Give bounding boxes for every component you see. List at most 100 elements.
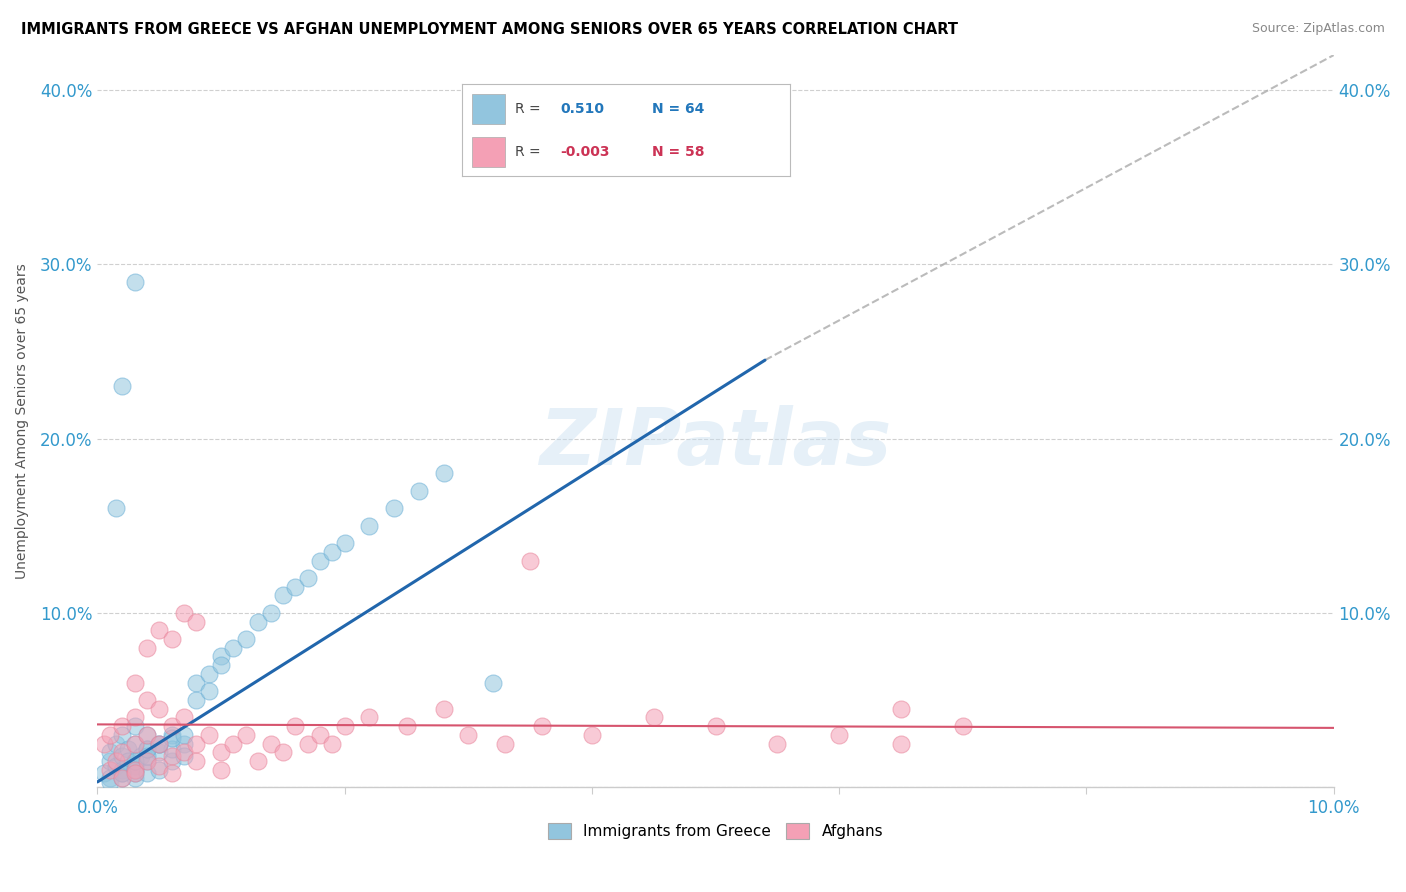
Point — [124, 772, 146, 786]
Point — [160, 748, 183, 763]
Text: ZIPatlas: ZIPatlas — [540, 405, 891, 481]
Point — [209, 763, 232, 777]
Point — [111, 719, 134, 733]
Point — [581, 728, 603, 742]
Point — [98, 775, 121, 789]
Point — [124, 763, 146, 777]
Point — [247, 754, 270, 768]
Point — [259, 606, 281, 620]
Legend: Immigrants from Greece, Afghans: Immigrants from Greece, Afghans — [541, 817, 889, 846]
Point — [297, 571, 319, 585]
Point — [98, 772, 121, 786]
Point — [124, 766, 146, 780]
Point — [124, 737, 146, 751]
Point — [124, 710, 146, 724]
Point — [160, 632, 183, 646]
Point — [222, 737, 245, 751]
Point — [259, 737, 281, 751]
Point — [105, 737, 128, 751]
Point — [111, 379, 134, 393]
Point — [135, 754, 157, 768]
Point — [643, 710, 665, 724]
Point — [129, 748, 152, 763]
Point — [186, 615, 208, 629]
Point — [117, 754, 139, 768]
Point — [284, 719, 307, 733]
Point — [173, 606, 195, 620]
Point — [124, 737, 146, 751]
Point — [160, 766, 183, 780]
Point — [494, 737, 516, 751]
Point — [382, 501, 405, 516]
Point — [284, 580, 307, 594]
Point — [111, 728, 134, 742]
Point — [359, 710, 381, 724]
Point — [321, 737, 343, 751]
Point — [105, 754, 128, 768]
Point — [186, 675, 208, 690]
Point — [148, 624, 170, 638]
Point — [93, 737, 115, 751]
Point — [135, 741, 157, 756]
Point — [457, 728, 479, 742]
Point — [135, 728, 157, 742]
Point — [828, 728, 851, 742]
Point — [186, 754, 208, 768]
Point — [519, 553, 541, 567]
Point — [135, 728, 157, 742]
Point — [160, 741, 183, 756]
Point — [111, 745, 134, 759]
Point — [124, 763, 146, 777]
Point — [222, 640, 245, 655]
Point — [98, 745, 121, 759]
Point — [433, 702, 456, 716]
Point — [173, 745, 195, 759]
Point — [408, 483, 430, 498]
Point — [93, 766, 115, 780]
Point — [148, 737, 170, 751]
Point — [98, 754, 121, 768]
Point — [124, 719, 146, 733]
Point — [148, 702, 170, 716]
Point — [890, 702, 912, 716]
Point — [124, 759, 146, 773]
Point — [111, 748, 134, 763]
Point — [98, 763, 121, 777]
Point — [173, 728, 195, 742]
Point — [235, 632, 257, 646]
Point — [247, 615, 270, 629]
Point — [148, 737, 170, 751]
Point — [309, 728, 332, 742]
Point — [395, 719, 418, 733]
Point — [271, 745, 294, 759]
Point — [111, 766, 134, 780]
Point — [209, 745, 232, 759]
Point — [111, 772, 134, 786]
Point — [105, 759, 128, 773]
Point — [359, 518, 381, 533]
Point — [173, 710, 195, 724]
Point — [124, 766, 146, 780]
Point — [135, 766, 157, 780]
Point — [111, 772, 134, 786]
Text: Source: ZipAtlas.com: Source: ZipAtlas.com — [1251, 22, 1385, 36]
Point — [321, 545, 343, 559]
Point — [173, 748, 195, 763]
Point — [124, 754, 146, 768]
Point — [148, 759, 170, 773]
Point — [173, 737, 195, 751]
Point — [766, 737, 789, 751]
Point — [124, 275, 146, 289]
Point — [148, 745, 170, 759]
Point — [160, 728, 183, 742]
Point — [209, 658, 232, 673]
Point — [148, 763, 170, 777]
Point — [160, 731, 183, 746]
Point — [235, 728, 257, 742]
Point — [135, 741, 157, 756]
Point — [117, 741, 139, 756]
Point — [98, 728, 121, 742]
Point — [148, 737, 170, 751]
Point — [135, 754, 157, 768]
Point — [482, 675, 505, 690]
